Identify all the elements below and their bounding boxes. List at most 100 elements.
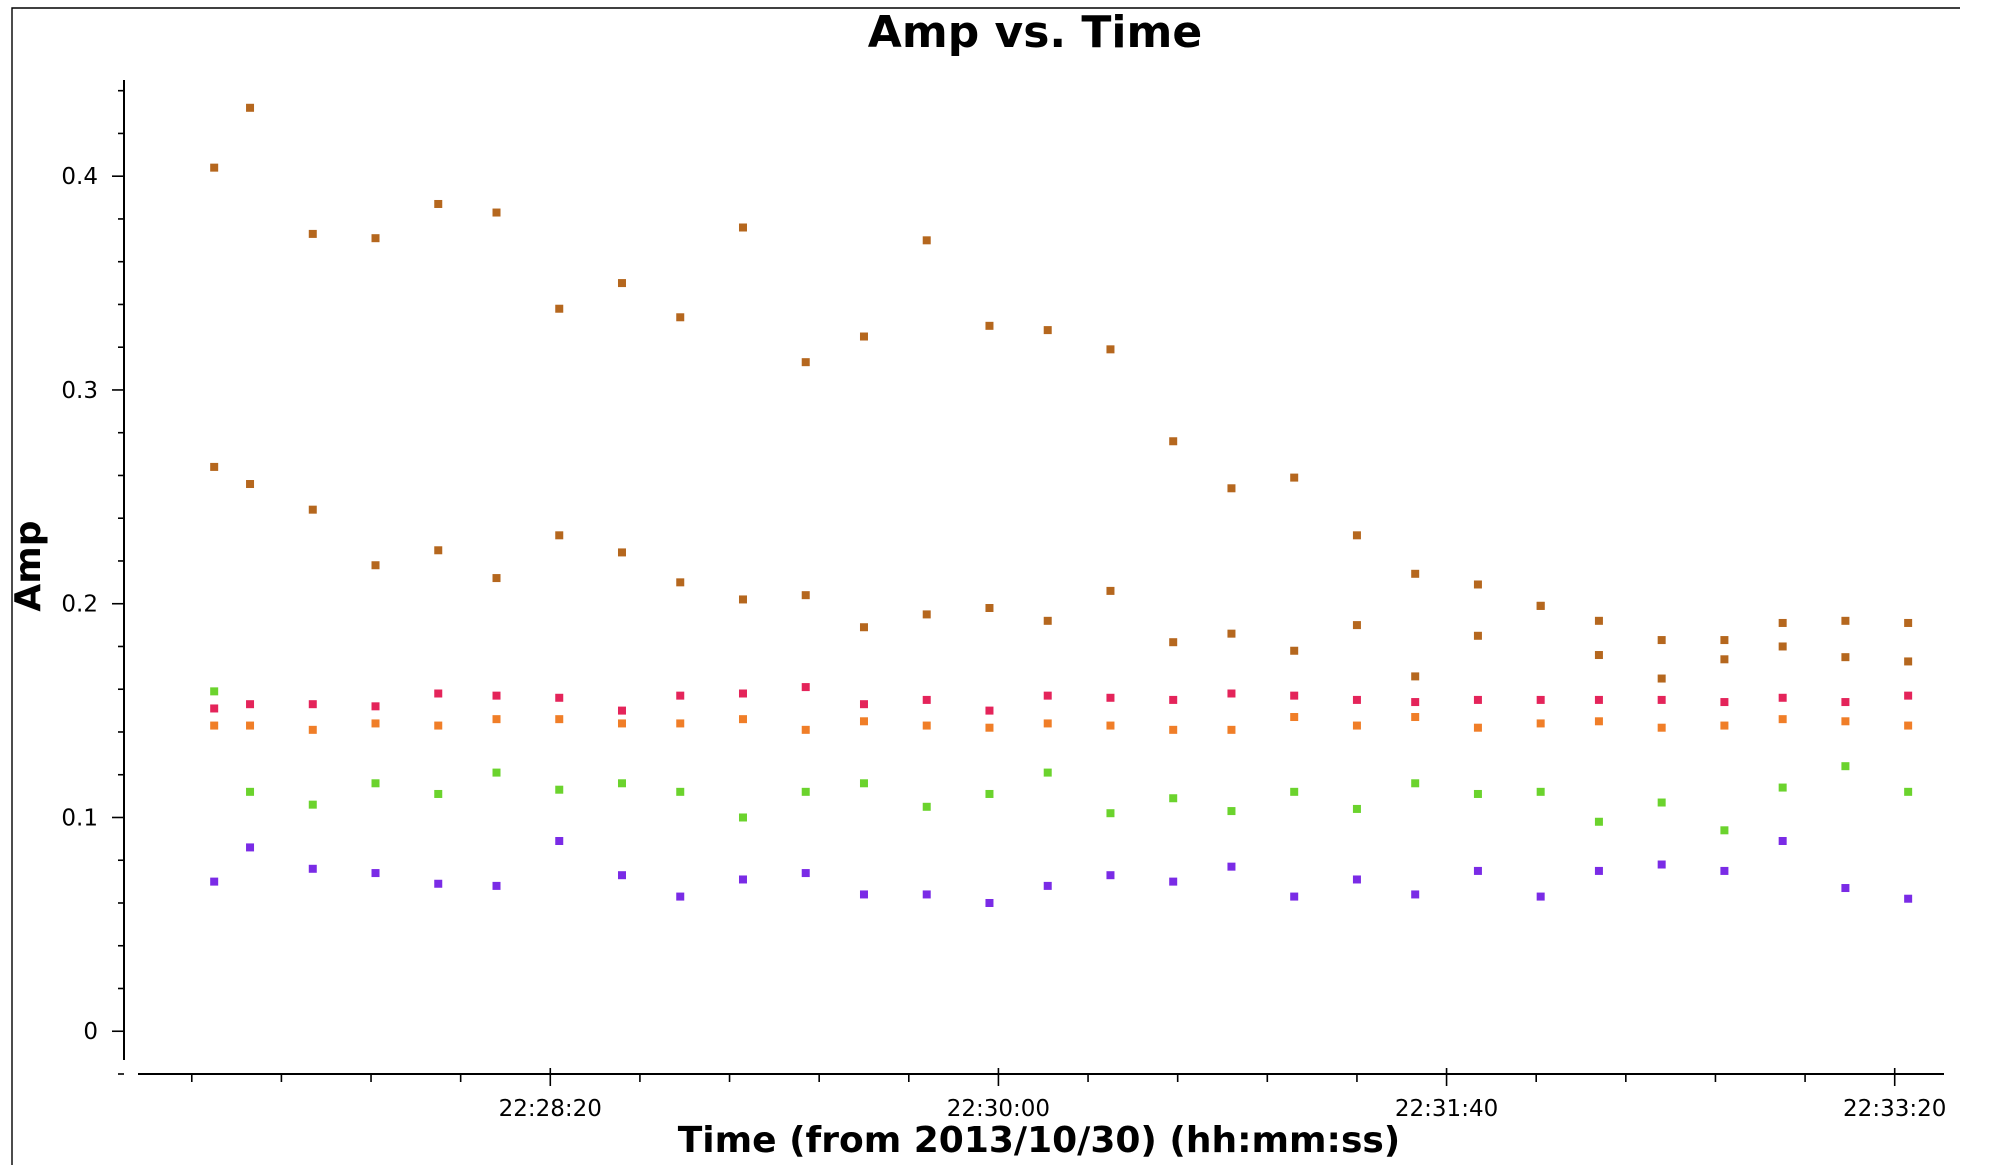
data-point bbox=[985, 603, 994, 612]
data-point bbox=[1536, 787, 1545, 796]
data-point bbox=[1594, 717, 1603, 726]
data-point bbox=[246, 787, 255, 796]
data-point bbox=[246, 103, 255, 112]
data-point bbox=[1411, 890, 1420, 899]
data-point bbox=[246, 721, 255, 730]
data-point bbox=[1106, 871, 1115, 880]
data-point bbox=[1227, 629, 1236, 638]
data-point bbox=[1352, 621, 1361, 630]
data-point bbox=[738, 689, 747, 698]
data-point bbox=[985, 723, 994, 732]
data-point bbox=[1778, 642, 1787, 651]
data-point bbox=[210, 704, 219, 713]
data-point bbox=[985, 706, 994, 715]
data-point bbox=[1536, 695, 1545, 704]
data-point bbox=[555, 304, 564, 313]
data-point bbox=[1411, 713, 1420, 722]
data-point bbox=[1352, 804, 1361, 813]
data-point bbox=[859, 717, 868, 726]
data-point bbox=[801, 591, 810, 600]
data-point bbox=[371, 719, 380, 728]
data-points bbox=[210, 103, 1913, 907]
y-axis-label: Amp bbox=[8, 520, 49, 611]
data-point bbox=[738, 875, 747, 884]
data-point bbox=[859, 890, 868, 899]
data-point bbox=[1411, 672, 1420, 681]
data-point bbox=[1352, 695, 1361, 704]
data-point bbox=[1169, 794, 1178, 803]
data-point bbox=[801, 787, 810, 796]
data-point bbox=[1778, 618, 1787, 627]
x-minor-ticks bbox=[190, 1074, 1806, 1082]
data-point bbox=[1169, 638, 1178, 647]
data-point bbox=[492, 881, 501, 890]
data-point bbox=[1720, 866, 1729, 875]
data-point bbox=[1473, 723, 1482, 732]
x-major-ticks: 22:28:20 22:30:00 22:31:40 22:33:20 bbox=[499, 1068, 1946, 1122]
data-point bbox=[371, 869, 380, 878]
data-point bbox=[1778, 783, 1787, 792]
data-point bbox=[801, 683, 810, 692]
data-point bbox=[738, 223, 747, 232]
data-point bbox=[1720, 826, 1729, 835]
data-point bbox=[1290, 787, 1299, 796]
data-point bbox=[1106, 809, 1115, 818]
data-point bbox=[555, 785, 564, 794]
data-point bbox=[1536, 892, 1545, 901]
data-point bbox=[1227, 484, 1236, 493]
data-point bbox=[1473, 789, 1482, 798]
data-point bbox=[1778, 715, 1787, 724]
data-point bbox=[210, 721, 219, 730]
data-point bbox=[1841, 616, 1850, 625]
x-tick-label: 22:30:00 bbox=[947, 1096, 1050, 1122]
data-point bbox=[308, 505, 317, 514]
data-point bbox=[1169, 725, 1178, 734]
data-point bbox=[1227, 807, 1236, 816]
data-point bbox=[1594, 866, 1603, 875]
data-point bbox=[1169, 695, 1178, 704]
data-point bbox=[1778, 836, 1787, 845]
data-point bbox=[434, 689, 443, 698]
data-point bbox=[676, 313, 685, 322]
data-point bbox=[1227, 862, 1236, 871]
data-point bbox=[492, 208, 501, 217]
data-point bbox=[492, 691, 501, 700]
data-point bbox=[434, 199, 443, 208]
data-point bbox=[246, 700, 255, 709]
data-point bbox=[676, 892, 685, 901]
data-point bbox=[1720, 698, 1729, 707]
data-point bbox=[1290, 713, 1299, 722]
data-point bbox=[492, 768, 501, 777]
data-point bbox=[676, 691, 685, 700]
data-point bbox=[1352, 721, 1361, 730]
y-tick-label: 0.4 bbox=[61, 164, 98, 190]
data-point bbox=[246, 843, 255, 852]
data-point bbox=[371, 234, 380, 243]
y-tick-label: 0 bbox=[83, 1019, 98, 1045]
data-point bbox=[922, 721, 931, 730]
data-point bbox=[1290, 473, 1299, 482]
data-point bbox=[922, 695, 931, 704]
data-point bbox=[1536, 719, 1545, 728]
data-point bbox=[210, 163, 219, 172]
data-point bbox=[1657, 636, 1666, 645]
data-point bbox=[308, 800, 317, 809]
data-point bbox=[1657, 674, 1666, 683]
y-tick-label: 0.3 bbox=[61, 378, 98, 404]
data-point bbox=[371, 561, 380, 570]
data-point bbox=[738, 813, 747, 822]
x-tick-label: 22:28:20 bbox=[499, 1096, 602, 1122]
data-point bbox=[1043, 768, 1052, 777]
data-point bbox=[492, 574, 501, 583]
data-point bbox=[434, 721, 443, 730]
data-point bbox=[1290, 691, 1299, 700]
data-point bbox=[617, 719, 626, 728]
data-point bbox=[1473, 580, 1482, 589]
data-point bbox=[371, 702, 380, 711]
data-point bbox=[308, 700, 317, 709]
data-point bbox=[434, 546, 443, 555]
data-point bbox=[617, 779, 626, 788]
data-point bbox=[1043, 691, 1052, 700]
